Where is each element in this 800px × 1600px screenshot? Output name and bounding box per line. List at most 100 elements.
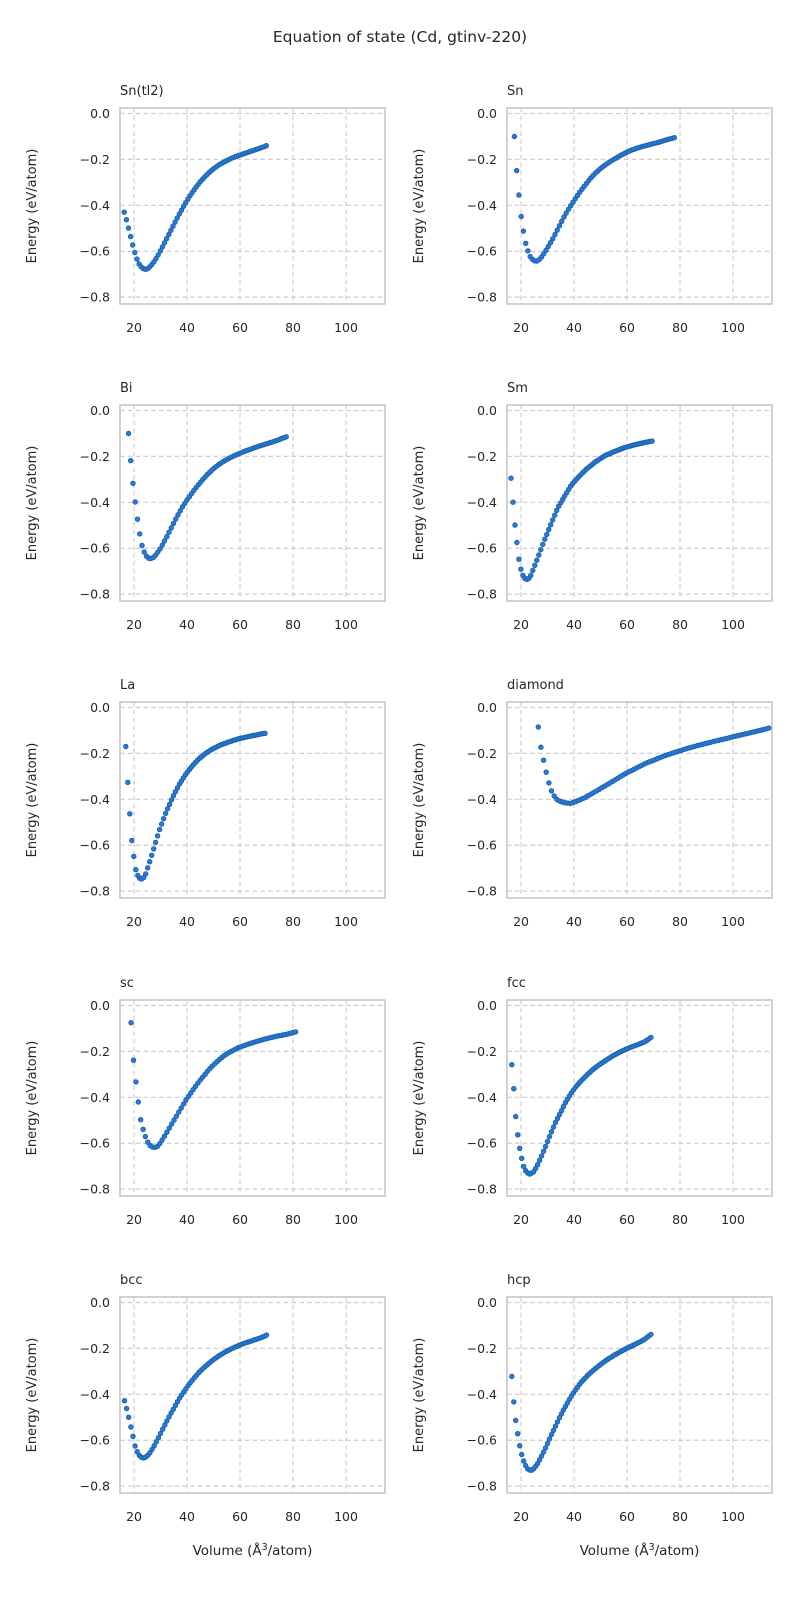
- data-point: [127, 811, 133, 817]
- y-tick-label: −0.6: [80, 244, 110, 259]
- data-point: [511, 1085, 517, 1092]
- y-tick-label: −0.2: [467, 449, 497, 464]
- axes-border: [506, 1296, 773, 1494]
- subplot-canvas: 0.0 −0.2 −0.4 −0.6 −0.8 20 40 60 80 100 Bi Energy (…: [25, 381, 386, 632]
- data-point: [170, 520, 177, 527]
- y-tick-label: 0.0: [477, 998, 497, 1013]
- data-point: [134, 516, 141, 522]
- data-point: [140, 1126, 146, 1132]
- subplot-sm: 0.0 −0.2 −0.4 −0.6 −0.8 20 40 60 80 100 Sm Energy (…: [407, 375, 792, 675]
- data-point: [125, 1414, 132, 1420]
- data-point: [156, 1140, 163, 1147]
- x-tick-label: 40: [179, 320, 195, 335]
- data-point: [544, 1440, 551, 1447]
- data-point: [552, 1423, 559, 1429]
- data-point: [166, 529, 172, 535]
- data-point: [545, 526, 552, 533]
- data-point: [133, 1079, 139, 1085]
- y-tick-label: −0.6: [80, 1433, 110, 1448]
- data-point: [128, 1020, 134, 1026]
- axes-border: [119, 107, 386, 305]
- x-tick-label: 60: [619, 617, 635, 632]
- data-point: [534, 557, 540, 563]
- x-tick-label: 60: [232, 320, 248, 335]
- x-tick-label: 20: [126, 617, 142, 632]
- x-tick-label: 20: [513, 1212, 529, 1227]
- data-point: [157, 248, 163, 254]
- data-point: [528, 572, 534, 578]
- y-axis-label: Energy (eV/atom): [412, 743, 427, 858]
- data-point: [554, 227, 560, 233]
- data-point: [520, 228, 527, 234]
- x-tick-label: 20: [126, 1509, 142, 1524]
- y-tick-label: −0.2: [467, 746, 497, 761]
- data-point: [516, 192, 522, 198]
- x-axis-label: Volume (Å3/atom): [580, 1542, 700, 1559]
- data-point: [166, 231, 172, 238]
- y-tick-label: −0.6: [467, 1136, 497, 1151]
- y-tick-label: −0.8: [467, 1479, 497, 1494]
- x-tick-label: 20: [513, 1509, 529, 1524]
- data-point: [551, 512, 558, 518]
- x-tick-label: 40: [179, 1509, 195, 1524]
- data-point: [545, 243, 551, 250]
- x-tick-label: 100: [721, 617, 745, 632]
- x-tick-label: 100: [721, 914, 745, 929]
- x-tick-label: 40: [179, 617, 195, 632]
- data-point: [166, 801, 173, 807]
- y-tick-label: −0.2: [80, 746, 110, 761]
- data-point: [547, 521, 554, 528]
- axes-border: [506, 404, 773, 602]
- data-point: [146, 858, 153, 865]
- y-tick-label: 0.0: [477, 106, 497, 121]
- data-point: [511, 133, 518, 140]
- data-point: [535, 724, 541, 730]
- y-axis-label: Energy (eV/atom): [25, 149, 40, 264]
- y-tick-label: 0.0: [477, 700, 497, 715]
- y-tick-label: −0.6: [80, 541, 110, 556]
- y-tick-label: −0.2: [80, 1044, 110, 1059]
- data-point: [549, 517, 556, 523]
- x-tick-label: 60: [619, 320, 635, 335]
- data-point: [518, 1155, 525, 1161]
- data-point: [512, 522, 518, 528]
- y-tick-label: 0.0: [90, 403, 110, 418]
- y-tick-label: −0.2: [467, 1044, 497, 1059]
- data-point: [536, 1157, 543, 1163]
- data-point: [123, 743, 129, 750]
- data-point: [148, 852, 155, 858]
- data-point: [163, 235, 170, 242]
- data-point: [162, 810, 169, 817]
- data-point: [516, 556, 522, 562]
- data-point: [137, 1116, 144, 1123]
- y-tick-label: −0.8: [80, 290, 110, 305]
- data-point: [548, 1128, 555, 1135]
- y-axis-label: Energy (eV/atom): [25, 446, 40, 561]
- x-tick-label: 60: [619, 914, 635, 929]
- x-tick-label: 20: [126, 1212, 142, 1227]
- x-tick-label: 60: [232, 617, 248, 632]
- data-point: [130, 480, 136, 486]
- axes-border: [119, 999, 386, 1197]
- data-point: [534, 1161, 541, 1168]
- x-tick-label: 80: [285, 1212, 301, 1227]
- data-point: [540, 1148, 547, 1154]
- x-tick-label: 60: [232, 1509, 248, 1524]
- data-point: [134, 256, 140, 262]
- y-tick-label: −0.2: [467, 152, 497, 167]
- axes-border: [506, 701, 773, 899]
- data-point: [172, 219, 178, 225]
- y-tick-label: −0.2: [80, 449, 110, 464]
- data-point: [159, 1137, 165, 1143]
- x-tick-label: 40: [566, 320, 582, 335]
- x-tick-label: 80: [672, 914, 688, 929]
- y-tick-label: −0.4: [467, 495, 497, 510]
- data-point: [133, 866, 139, 873]
- data-point: [520, 1458, 527, 1464]
- data-point: [546, 780, 552, 786]
- subplot-title: diamond: [507, 678, 564, 693]
- y-tick-label: −0.8: [467, 1182, 497, 1197]
- data-point: [174, 215, 180, 221]
- data-point: [159, 1426, 166, 1432]
- data-point: [544, 1138, 551, 1145]
